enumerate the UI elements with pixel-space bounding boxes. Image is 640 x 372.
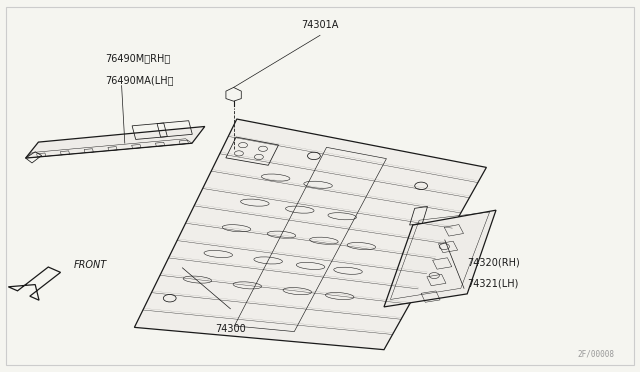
Text: 74300: 74300 bbox=[215, 324, 246, 334]
Text: 74321(LH): 74321(LH) bbox=[467, 278, 518, 288]
Text: 2F/00008: 2F/00008 bbox=[577, 350, 614, 359]
Polygon shape bbox=[26, 126, 205, 158]
Polygon shape bbox=[8, 267, 61, 300]
Text: 76490M（RH）: 76490M（RH） bbox=[106, 53, 171, 63]
Polygon shape bbox=[384, 210, 496, 307]
Text: FRONT: FRONT bbox=[74, 260, 107, 270]
Text: 74301A: 74301A bbox=[301, 20, 339, 31]
Polygon shape bbox=[134, 119, 486, 350]
Text: 74320(RH): 74320(RH) bbox=[467, 258, 520, 268]
Text: 76490MA(LH）: 76490MA(LH） bbox=[106, 76, 174, 86]
